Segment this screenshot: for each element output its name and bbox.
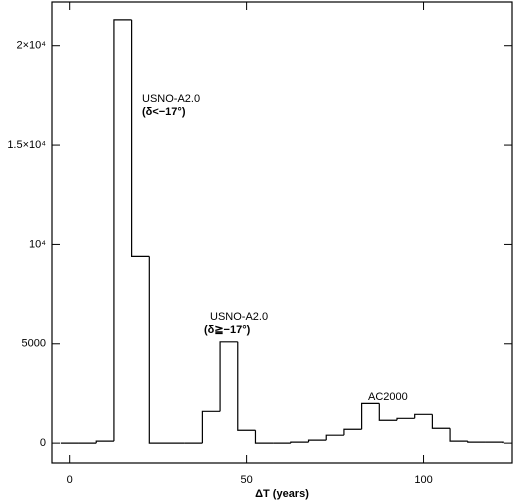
x-tick-label: 50 [240, 474, 252, 486]
histogram-step [307, 439, 327, 443]
annotation: (δ≧−17°) [204, 324, 251, 336]
histogram-step [361, 402, 380, 430]
annotation: USNO-A2.0 [142, 93, 200, 105]
histogram-step [131, 19, 150, 257]
x-tick-label: 0 [67, 474, 73, 486]
y-tick-label: 0 [40, 437, 46, 449]
histogram-step [467, 441, 486, 443]
y-tick-label: 2×10⁴ [16, 40, 46, 52]
x-tick-label: 100 [414, 474, 432, 486]
x-axis-label: ΔT (years) [255, 488, 309, 500]
annotation: AC2000 [368, 391, 408, 403]
histogram-step [254, 430, 274, 444]
y-tick-label: 10⁴ [29, 238, 46, 250]
annotation: (δ<−17°) [142, 106, 186, 118]
histogram-step [95, 440, 114, 444]
annotation: USNO-A2.0 [210, 311, 268, 323]
histogram-step [113, 19, 132, 442]
histogram-step [148, 256, 167, 444]
histogram-step [237, 341, 256, 431]
histogram-step [378, 403, 397, 421]
histogram-step [449, 428, 468, 442]
y-tick-label: 1.5×10⁴ [7, 139, 46, 151]
histogram-step [201, 410, 221, 444]
y-tick-label: 5000 [22, 338, 46, 350]
histogram-step [343, 428, 362, 436]
histogram-step [431, 414, 451, 429]
histogram-step [396, 417, 415, 421]
histogram-step [219, 341, 238, 412]
histogram-step [414, 413, 433, 419]
plot-frame [51, 1, 513, 464]
histogram-step [485, 441, 504, 444]
histogram-step [290, 441, 309, 444]
histogram-step [325, 434, 344, 441]
